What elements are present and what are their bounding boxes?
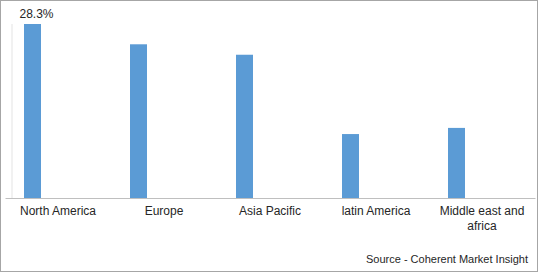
- x-tick: Asia Pacific: [239, 198, 301, 218]
- x-tick: North America: [20, 198, 96, 218]
- bar: [24, 24, 41, 198]
- x-tick: Middle east andafrica: [440, 198, 525, 233]
- data-labels: 28.3%: [19, 7, 53, 21]
- data-label: 28.3%: [19, 7, 53, 21]
- bar: [130, 44, 147, 198]
- x-tick-label: latin America: [342, 204, 411, 218]
- chart-frame: [1, 1, 538, 272]
- bar: [342, 134, 359, 198]
- y-axis-line: [12, 24, 13, 198]
- source-note: Source - Coherent Market Insight: [366, 253, 528, 265]
- x-tick: Europe: [145, 198, 184, 218]
- x-tick-label: North America: [20, 204, 96, 218]
- x-tick-label: Europe: [145, 204, 184, 218]
- x-axis: North America Europe Asia Pacific latin Ame…: [6, 198, 536, 233]
- bar: [236, 55, 253, 198]
- bars: [24, 24, 465, 198]
- x-tick-label: Middle east andafrica: [440, 204, 525, 233]
- x-tick: latin America: [342, 198, 411, 218]
- x-tick-label: Asia Pacific: [239, 204, 301, 218]
- x-axis-line: [6, 198, 536, 199]
- bar: [448, 128, 465, 198]
